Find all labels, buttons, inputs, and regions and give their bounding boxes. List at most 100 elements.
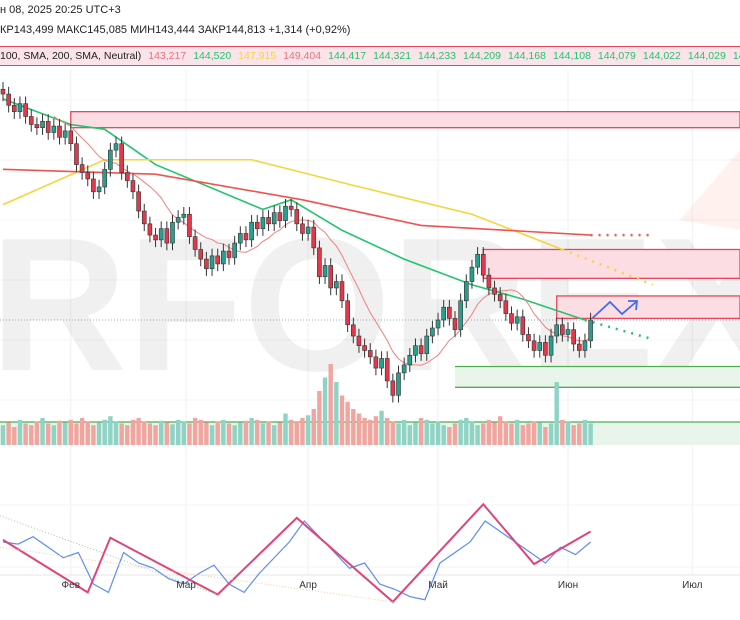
volume-bar (368, 419, 373, 445)
volume-bar (238, 422, 243, 445)
volume-bar (396, 423, 401, 445)
candle (141, 203, 147, 232)
candle (119, 136, 124, 180)
candle (458, 293, 463, 337)
candle-body (232, 242, 237, 258)
volume-bar (305, 415, 311, 445)
resistance-zone (70, 111, 740, 129)
candle-body (582, 340, 588, 351)
candle-body (441, 306, 447, 321)
volume-bar (543, 427, 548, 445)
x-axis-tick: Июл (682, 580, 702, 591)
candle (243, 226, 249, 248)
candle-body (170, 221, 175, 244)
candle (153, 227, 158, 248)
candle (164, 221, 170, 251)
volume-bar (401, 419, 407, 445)
candle (396, 365, 401, 403)
candle (12, 98, 17, 119)
candle (362, 338, 367, 358)
oscillator-zigzag (2, 502, 592, 604)
candle-body (300, 223, 305, 234)
candle (215, 248, 220, 272)
volume-bar (272, 425, 277, 445)
candle (305, 219, 311, 241)
candle-body (334, 281, 339, 289)
candle (418, 338, 424, 361)
candle (548, 328, 554, 363)
volume-bar (351, 409, 356, 445)
candle-body (113, 143, 119, 151)
candle-body (458, 300, 463, 330)
candle (68, 123, 74, 151)
indicator-value: 144,022 (642, 50, 681, 62)
candle-body (45, 120, 51, 133)
ohlc-readout: КР143,499 МАКС145,085 МИН143,444 ЗАКР144… (0, 24, 351, 36)
volume-bar (6, 422, 11, 445)
indicator-legend[interactable]: 100, SMA, 200, SMA, Neutral) 143,217 144,5… (0, 46, 740, 66)
candle-body (68, 130, 74, 145)
forecast-arrow (591, 300, 637, 319)
candle (113, 136, 119, 158)
volume-bar (62, 422, 68, 445)
candle-body (62, 130, 68, 138)
candle (350, 317, 356, 344)
candle-body (384, 358, 390, 382)
candle (565, 322, 571, 342)
volume-bar (249, 418, 254, 445)
candle-body (531, 340, 537, 351)
volume-bar (311, 409, 316, 445)
candle (85, 165, 91, 187)
volume-bar (560, 419, 565, 445)
volume-bar (407, 425, 412, 445)
candle-body (543, 342, 548, 356)
candle (447, 299, 452, 326)
candle-body (565, 329, 571, 335)
candle (34, 117, 40, 135)
candle (571, 322, 576, 352)
volume-bar (226, 423, 232, 445)
candle (492, 280, 497, 302)
candle (170, 215, 175, 251)
candle-body (17, 103, 23, 112)
candle (57, 118, 62, 145)
candle-body (379, 358, 384, 369)
candle-body (91, 178, 96, 193)
candle-body (345, 300, 350, 326)
volume-bar (46, 423, 51, 445)
candle-body (243, 233, 249, 241)
candle-body (480, 253, 486, 276)
candle (125, 165, 130, 188)
volume-bar (147, 423, 153, 445)
candle-body (424, 335, 430, 354)
candle-body (463, 281, 469, 302)
candle (0, 82, 6, 102)
volume-bar (554, 382, 559, 445)
candle-body (390, 380, 396, 396)
volume-bar (582, 419, 588, 445)
volume-bar (192, 418, 198, 445)
volume-bar (322, 377, 328, 445)
candle-body (492, 287, 497, 295)
candle (23, 96, 28, 124)
candle (136, 184, 141, 219)
resistance-zone (482, 248, 740, 279)
volume-bar (379, 410, 384, 445)
candle-body (362, 345, 367, 351)
x-axis-tick: Июн (558, 580, 578, 591)
volume-bar (125, 425, 130, 445)
candle (526, 327, 531, 349)
indicator-value: 144,209 (463, 50, 501, 62)
candle (469, 259, 475, 289)
volume-bar (577, 423, 582, 445)
x-axis-tick: Мар (176, 580, 196, 591)
volume-bar (509, 423, 514, 445)
candle-body (418, 345, 424, 354)
candle-body (85, 172, 91, 180)
volume-bar (435, 421, 441, 445)
x-axis-tick: Апр (299, 580, 317, 591)
candle-body (350, 324, 356, 337)
candle-body (526, 334, 531, 342)
